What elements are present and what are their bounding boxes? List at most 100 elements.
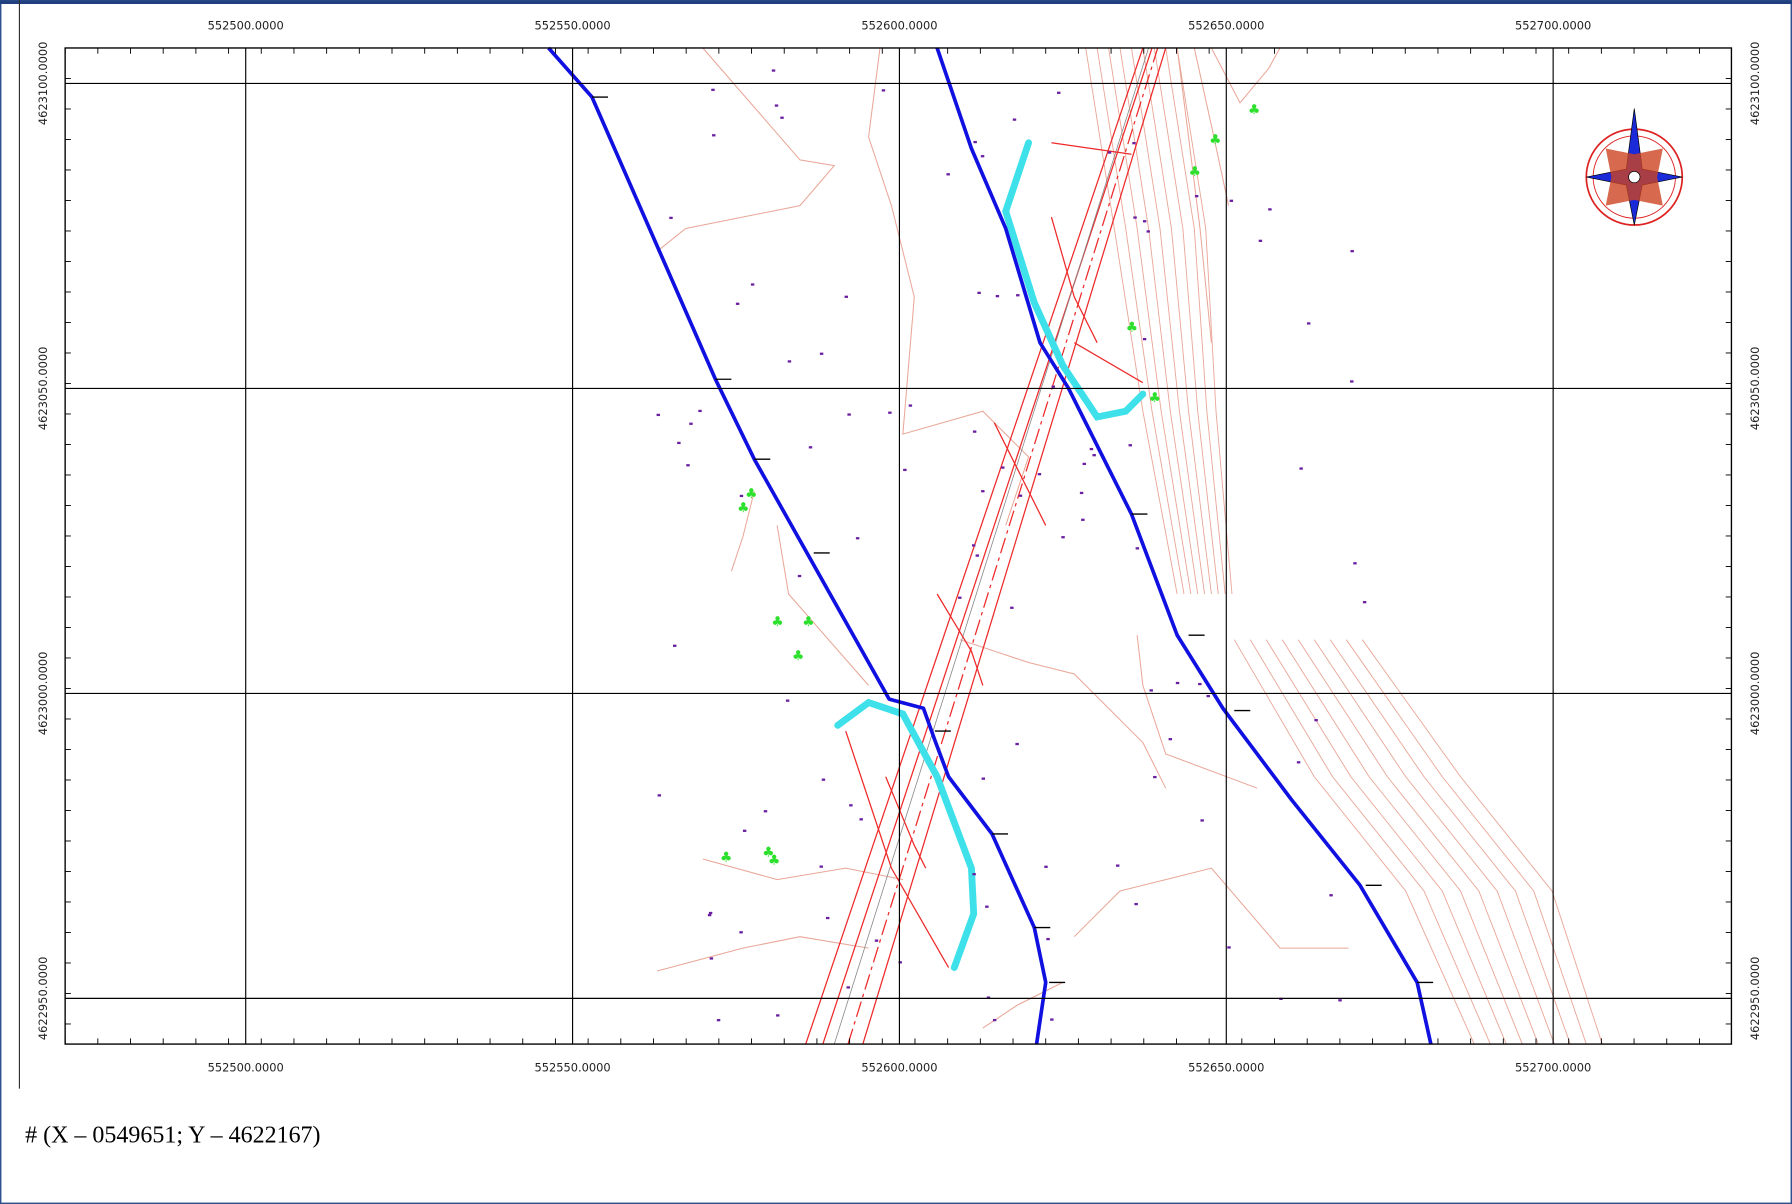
survey-mark xyxy=(972,430,977,433)
survey-mark xyxy=(771,69,776,72)
slope-line xyxy=(1233,639,1475,1045)
survey-mark xyxy=(977,291,981,295)
compass-rose xyxy=(1585,108,1684,226)
survey-mark xyxy=(1350,250,1354,253)
survey-mark xyxy=(1050,1018,1054,1021)
contour xyxy=(702,858,903,881)
culverts xyxy=(834,139,1147,971)
survey-mark xyxy=(958,596,962,599)
y-label-left: 4623100.0000 xyxy=(36,42,50,125)
tree-symbol: ♣ xyxy=(737,500,749,516)
survey-mark xyxy=(711,88,715,91)
survey-mark xyxy=(881,89,886,92)
survey-mark xyxy=(1081,518,1085,521)
compass-centre xyxy=(1628,171,1641,184)
x-label-bottom: 552550.0000 xyxy=(534,1060,610,1074)
river-line xyxy=(547,46,1048,1045)
road-edge xyxy=(822,47,1153,1045)
survey-mark xyxy=(1142,338,1147,341)
survey-mark xyxy=(1350,380,1354,383)
survey-mark xyxy=(898,961,902,964)
x-label-bottom: 552700.0000 xyxy=(1515,1060,1591,1074)
survey-mark xyxy=(785,699,790,702)
culvert xyxy=(1002,139,1147,421)
survey-mark xyxy=(689,422,693,425)
survey-mark xyxy=(1258,239,1263,242)
survey-mark xyxy=(1306,322,1311,325)
slope-line xyxy=(1297,639,1539,1045)
tree-symbol: ♣ xyxy=(1126,319,1138,335)
survey-mark xyxy=(1229,199,1234,202)
slope-line xyxy=(1176,47,1233,595)
y-label-right: 4623050.0000 xyxy=(1748,347,1762,430)
slope-line xyxy=(1165,47,1226,595)
survey-mark xyxy=(995,295,1000,298)
survey-mark xyxy=(1362,601,1367,604)
tree-symbol: ♣ xyxy=(720,849,732,865)
survey-mark xyxy=(825,916,830,920)
x-label-top: 552550.0000 xyxy=(534,19,610,33)
survey-mark xyxy=(849,804,853,807)
survey-mark xyxy=(774,104,779,107)
survey-mark xyxy=(780,116,784,119)
survey-mark xyxy=(707,913,712,917)
survey-mark xyxy=(903,468,907,472)
road-detail xyxy=(993,422,1047,526)
survey-mark xyxy=(985,905,989,908)
slope-line xyxy=(1361,639,1603,1045)
road-detail xyxy=(1050,216,1098,343)
survey-mark xyxy=(1142,220,1147,223)
survey-mark xyxy=(819,352,824,355)
survey-mark xyxy=(973,140,977,144)
survey-mark xyxy=(735,302,740,305)
contour xyxy=(1176,47,1212,343)
survey-mark xyxy=(821,778,826,781)
survey-mark xyxy=(981,490,985,493)
contour xyxy=(1193,47,1230,206)
survey-mark xyxy=(1016,294,1020,297)
survey-mark xyxy=(1051,385,1055,388)
y-label-left: 4623000.0000 xyxy=(36,652,50,735)
survey-mark xyxy=(1037,473,1042,476)
survey-mark xyxy=(859,818,863,821)
x-label-top: 552700.0000 xyxy=(1515,19,1591,33)
survey-mark xyxy=(1198,682,1202,686)
x-label-top: 552600.0000 xyxy=(861,19,937,33)
contour xyxy=(959,639,1167,789)
tree-symbol: ♣ xyxy=(1149,390,1161,406)
survey-mark xyxy=(1329,894,1333,897)
x-label-bottom: 552500.0000 xyxy=(208,1060,284,1074)
survey-mark xyxy=(1132,142,1136,145)
survey-mark xyxy=(855,537,860,540)
survey-mark xyxy=(673,644,677,647)
survey-mark xyxy=(712,134,716,137)
survey-mark xyxy=(1001,466,1005,469)
tree-symbol: ♣ xyxy=(1248,102,1260,118)
survey-mark xyxy=(1153,775,1157,779)
survey-mark xyxy=(946,173,950,176)
survey-mark xyxy=(874,939,879,942)
tree-symbol: ♣ xyxy=(768,853,780,869)
survey-mark xyxy=(686,464,690,467)
survey-mark xyxy=(1268,208,1272,211)
survey-mark xyxy=(1353,562,1357,565)
tree-symbol: ♣ xyxy=(802,614,814,630)
contour xyxy=(868,47,1030,526)
culvert xyxy=(834,698,978,971)
survey-mark xyxy=(1200,819,1204,822)
survey-mark xyxy=(844,295,848,298)
slope-line xyxy=(1345,639,1587,1045)
survey-mark xyxy=(1128,444,1132,447)
caption: # (X – 0549651; Y – 4622167) xyxy=(25,1122,320,1148)
tree-symbol: ♣ xyxy=(792,648,804,664)
slope-line xyxy=(1329,639,1571,1045)
map-frame: 552500.0000 552500.0000 552550.0000 552550.… xyxy=(36,19,1762,1075)
survey-mark xyxy=(1061,536,1065,539)
tree-symbol: ♣ xyxy=(771,614,783,630)
road-detail xyxy=(885,776,927,869)
survey-mark xyxy=(1044,865,1048,868)
survey-mark xyxy=(1168,738,1173,741)
river-line xyxy=(935,47,1433,1045)
survey-mark xyxy=(1227,946,1231,949)
